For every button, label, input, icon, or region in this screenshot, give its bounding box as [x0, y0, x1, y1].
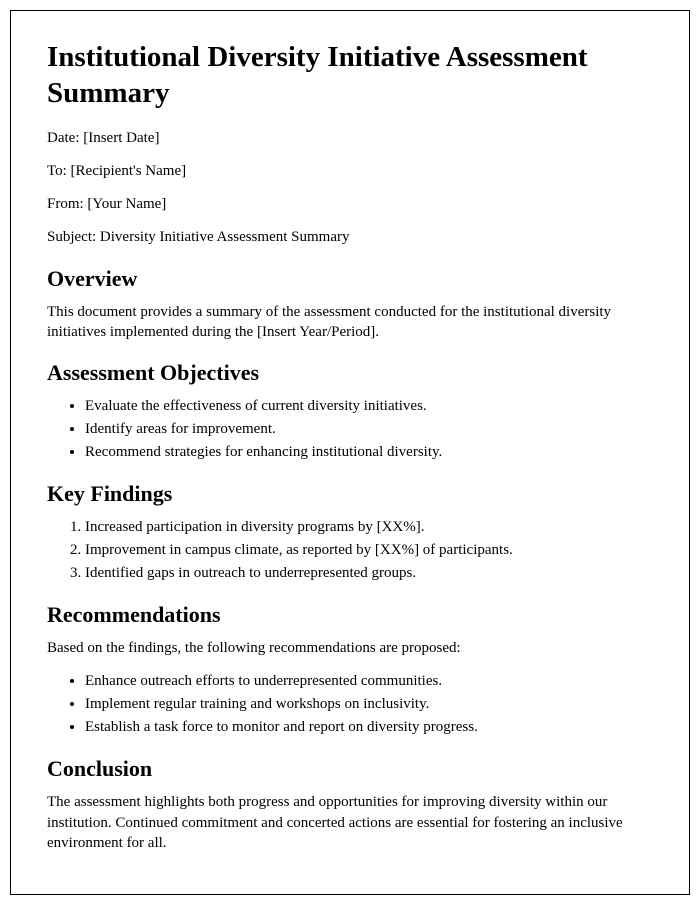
- list-item: Recommend strategies for enhancing insti…: [85, 442, 653, 463]
- list-item: Establish a task force to monitor and re…: [85, 717, 653, 738]
- conclusion-body: The assessment highlights both progress …: [47, 792, 653, 853]
- page-title: Institutional Diversity Initiative Asses…: [47, 39, 653, 112]
- list-item: Evaluate the effectiveness of current di…: [85, 396, 653, 417]
- recommendations-heading: Recommendations: [47, 602, 653, 628]
- conclusion-heading: Conclusion: [47, 756, 653, 782]
- meta-date: Date: [Insert Date]: [47, 128, 653, 148]
- document-page: Institutional Diversity Initiative Asses…: [10, 10, 690, 895]
- meta-to: To: [Recipient's Name]: [47, 161, 653, 181]
- overview-body: This document provides a summary of the …: [47, 302, 653, 343]
- meta-from: From: [Your Name]: [47, 194, 653, 214]
- recommendations-intro: Based on the findings, the following rec…: [47, 638, 653, 658]
- list-item: Increased participation in diversity pro…: [85, 517, 653, 538]
- meta-subject: Subject: Diversity Initiative Assessment…: [47, 227, 653, 247]
- findings-heading: Key Findings: [47, 481, 653, 507]
- list-item: Implement regular training and workshops…: [85, 694, 653, 715]
- findings-list: Increased participation in diversity pro…: [47, 517, 653, 584]
- list-item: Identify areas for improvement.: [85, 419, 653, 440]
- recommendations-list: Enhance outreach efforts to underreprese…: [47, 671, 653, 738]
- objectives-heading: Assessment Objectives: [47, 360, 653, 386]
- list-item: Identified gaps in outreach to underrepr…: [85, 563, 653, 584]
- list-item: Enhance outreach efforts to underreprese…: [85, 671, 653, 692]
- overview-heading: Overview: [47, 266, 653, 292]
- list-item: Improvement in campus climate, as report…: [85, 540, 653, 561]
- objectives-list: Evaluate the effectiveness of current di…: [47, 396, 653, 463]
